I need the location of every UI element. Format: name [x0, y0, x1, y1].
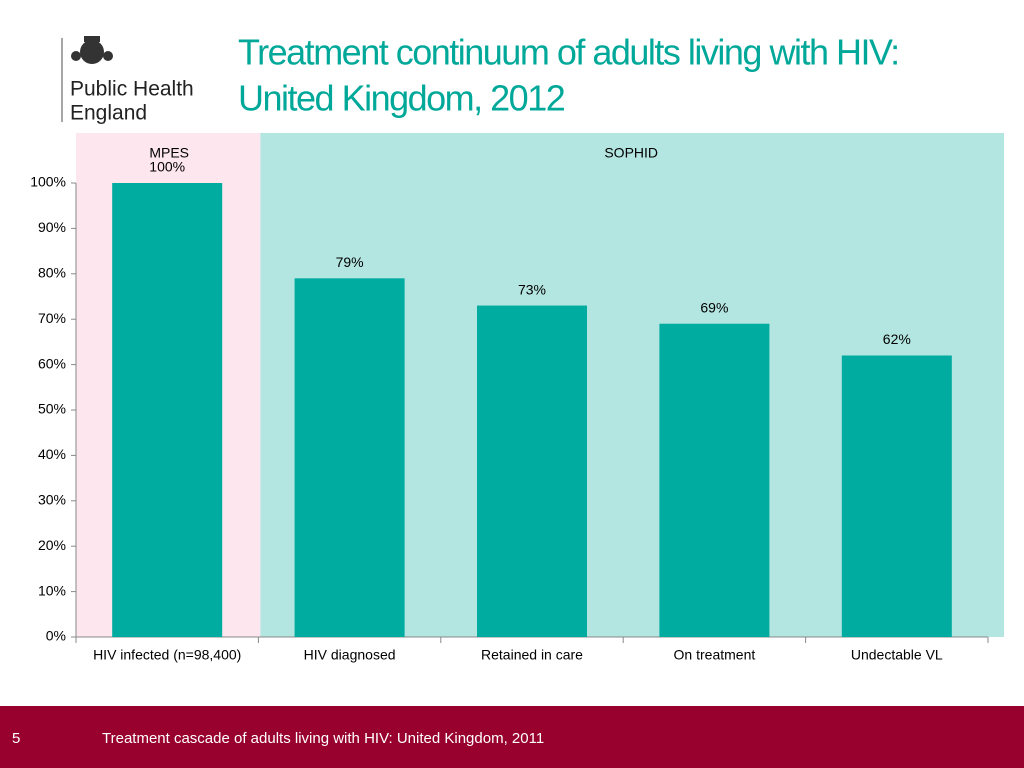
slide-title: United Kingdom, 2012 [238, 78, 565, 119]
chart: MPES SOPHID 0% 10% 20% 30% 40% 50% 60% 70% 80% 90% 1… [30, 133, 1004, 663]
y-tick-label: 90% [38, 219, 66, 235]
data-label: 79% [336, 254, 364, 270]
footer-bar [0, 706, 1024, 768]
y-tick-label: 50% [38, 401, 66, 417]
logo-text: Public Health [70, 78, 194, 101]
data-label: 69% [700, 299, 728, 315]
x-tick-label: Retained in care [481, 647, 583, 663]
data-label: 73% [518, 281, 546, 297]
logo-text: England [70, 102, 147, 125]
data-label: 62% [883, 331, 911, 347]
y-tick-label: 100% [30, 174, 66, 190]
y-tick-label: 30% [38, 492, 66, 508]
x-tick-label: On treatment [674, 647, 756, 663]
bar [659, 323, 770, 637]
data-label: 100% [149, 159, 185, 175]
region-label: MPES [149, 145, 189, 161]
y-tick-label: 40% [38, 446, 66, 462]
y-tick-label: 60% [38, 355, 66, 371]
y-tick-label: 80% [38, 265, 66, 281]
page-number: 5 [12, 730, 20, 747]
x-tick-label: Undectable VL [851, 647, 943, 663]
bar [841, 355, 952, 637]
x-tick-label: HIV diagnosed [304, 647, 396, 663]
y-tick-label: 20% [38, 537, 66, 553]
bar [112, 183, 223, 637]
x-tick-label: HIV infected (n=98,400) [93, 647, 241, 663]
footer-text: Treatment cascade of adults living with … [102, 730, 544, 747]
y-tick-label: 70% [38, 310, 66, 326]
slide-title: Treatment continuum of adults living wit… [238, 32, 899, 73]
bar [294, 278, 405, 637]
y-tick-label: 10% [38, 582, 66, 598]
bar [477, 305, 587, 637]
crest [71, 36, 113, 64]
y-tick-label: 0% [46, 628, 66, 644]
region-label: SOPHID [604, 145, 658, 161]
